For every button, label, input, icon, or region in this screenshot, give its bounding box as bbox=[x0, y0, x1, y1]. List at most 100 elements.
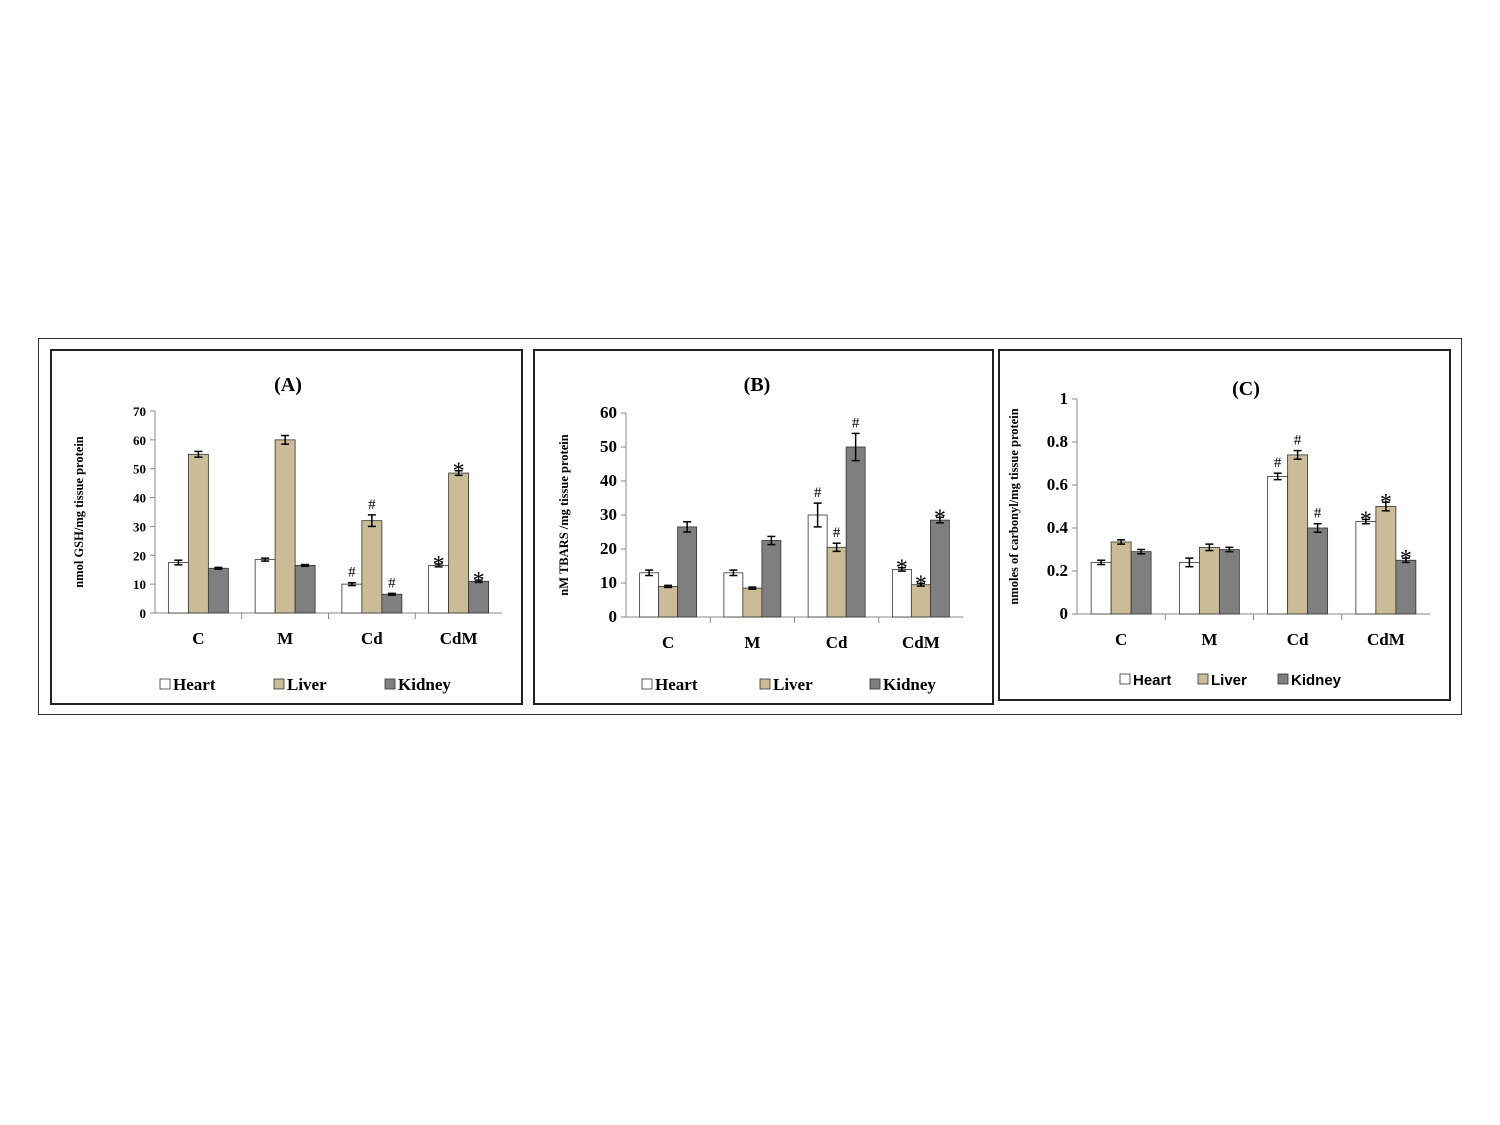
category-label: Cd bbox=[826, 633, 848, 652]
significance-star: * bbox=[453, 459, 465, 485]
significance-star: * bbox=[896, 556, 908, 582]
y-tick-label: 30 bbox=[600, 505, 617, 524]
kidney-bar bbox=[1218, 549, 1240, 615]
y-tick-label: 0 bbox=[1060, 604, 1069, 623]
category-label: CdM bbox=[1367, 630, 1405, 649]
chart-c: (C) nmoles of carbonyl/mg tissue protein 0… bbox=[1007, 378, 1430, 689]
kidney-bar bbox=[1307, 527, 1329, 615]
liver-bar bbox=[274, 439, 296, 614]
heart-bar bbox=[167, 562, 189, 614]
category-label: C bbox=[192, 629, 204, 648]
kidney-bar bbox=[381, 593, 403, 614]
heart-bar bbox=[1090, 561, 1112, 615]
liver-bar bbox=[1375, 506, 1397, 615]
heart-bar bbox=[341, 583, 363, 614]
category-label: C bbox=[1115, 630, 1127, 649]
chart-title: (B) bbox=[744, 374, 771, 396]
chart-a: (A) nmol GSH/mg tissue protein 0 10 20 30 40 50… bbox=[72, 374, 502, 694]
legend-label-heart: Heart bbox=[655, 675, 698, 694]
significance-hash: # bbox=[1314, 506, 1322, 522]
y-tick-label: 70 bbox=[133, 404, 146, 419]
significance-hash: # bbox=[388, 575, 396, 591]
liver-bar bbox=[187, 453, 209, 614]
kidney-bar bbox=[677, 526, 698, 618]
significance-star: * bbox=[1360, 507, 1372, 533]
legend-swatch-heart bbox=[1119, 673, 1131, 685]
y-tick-label: 30 bbox=[133, 519, 146, 534]
y-tick-label: 0.2 bbox=[1047, 561, 1068, 580]
significance-star: * bbox=[934, 505, 946, 531]
y-tick-label: 0.8 bbox=[1047, 432, 1068, 451]
y-tick-label: 0.6 bbox=[1047, 475, 1068, 494]
liver-bar bbox=[826, 546, 847, 618]
heart-bar bbox=[1355, 521, 1377, 615]
y-tick-label: 40 bbox=[133, 491, 146, 506]
liver-bar bbox=[448, 472, 470, 614]
legend-label-heart: Heart bbox=[1133, 672, 1171, 689]
y-tick-label: 0.4 bbox=[1047, 518, 1069, 537]
liver-bar bbox=[1110, 541, 1132, 615]
chart-title: (A) bbox=[274, 374, 302, 396]
heart-bar bbox=[1267, 476, 1289, 615]
kidney-bar bbox=[845, 446, 866, 618]
heart-bar bbox=[807, 514, 828, 618]
y-tick-label: 20 bbox=[600, 539, 617, 558]
significance-hash: # bbox=[814, 485, 822, 501]
y-tick-label: 1 bbox=[1060, 389, 1069, 408]
significance-star: * bbox=[1380, 490, 1392, 516]
y-tick-label: 0 bbox=[140, 606, 147, 621]
liver-bar bbox=[361, 520, 383, 614]
legend-swatch-heart bbox=[159, 678, 171, 690]
y-axis-label: nmoles of carbonyl/mg tissue protein bbox=[1007, 408, 1021, 604]
kidney-bar bbox=[294, 564, 316, 614]
legend-label-kidney: Kidney bbox=[883, 675, 936, 694]
y-tick-label: 0 bbox=[609, 607, 618, 626]
kidney-bar bbox=[761, 540, 782, 618]
significance-star: * bbox=[433, 552, 445, 578]
significance-hash: # bbox=[348, 565, 356, 581]
y-axis-label: nM TBARS /mg tissue protein bbox=[557, 434, 571, 595]
significance-hash: # bbox=[368, 497, 376, 513]
y-tick-label: 60 bbox=[600, 403, 617, 422]
y-tick-label: 50 bbox=[600, 437, 617, 456]
kidney-bar bbox=[207, 567, 229, 614]
y-axis-label: nmol GSH/mg tissue protein bbox=[72, 436, 86, 588]
legend-label-kidney: Kidney bbox=[398, 675, 451, 694]
category-label: C bbox=[662, 633, 674, 652]
legend-label-liver: Liver bbox=[287, 675, 327, 694]
legend-swatch-liver bbox=[1197, 673, 1209, 685]
y-tick-label: 60 bbox=[133, 433, 146, 448]
legend-label-kidney: Kidney bbox=[1291, 672, 1342, 689]
legend-swatch-heart bbox=[641, 678, 653, 690]
category-label: M bbox=[744, 633, 760, 652]
significance-star: * bbox=[915, 571, 927, 597]
category-label: M bbox=[277, 629, 293, 648]
legend-swatch-kidney bbox=[384, 678, 396, 690]
figure-frame bbox=[38, 338, 1462, 715]
significance-hash: # bbox=[1294, 433, 1302, 449]
category-label: CdM bbox=[440, 629, 478, 648]
legend-swatch-kidney bbox=[1277, 673, 1289, 685]
liver-bar bbox=[1198, 546, 1220, 615]
legend-label-liver: Liver bbox=[773, 675, 813, 694]
y-tick-label: 10 bbox=[133, 577, 146, 592]
significance-star: * bbox=[1400, 546, 1412, 572]
category-label: CdM bbox=[902, 633, 940, 652]
y-tick-label: 10 bbox=[600, 573, 617, 592]
legend-swatch-kidney bbox=[869, 678, 881, 690]
legend-swatch-liver bbox=[759, 678, 771, 690]
heart-bar bbox=[1178, 561, 1200, 615]
liver-bar bbox=[1287, 454, 1309, 615]
category-label: M bbox=[1201, 630, 1217, 649]
liver-bar bbox=[742, 587, 763, 618]
legend-swatch-liver bbox=[273, 678, 285, 690]
chart-b: (B) nM TBARS /mg tissue protein 0 10 20 30 40 5… bbox=[557, 374, 963, 694]
significance-hash: # bbox=[1274, 455, 1282, 471]
significance-hash: # bbox=[833, 525, 841, 541]
panel-a: (A) nmol GSH/mg tissue protein 0 10 20 30 40 50… bbox=[50, 349, 523, 705]
kidney-bar bbox=[1130, 551, 1152, 615]
significance-hash: # bbox=[852, 415, 860, 431]
legend-label-liver: Liver bbox=[1211, 672, 1247, 689]
y-tick-label: 20 bbox=[133, 548, 146, 563]
significance-star: * bbox=[473, 568, 485, 594]
